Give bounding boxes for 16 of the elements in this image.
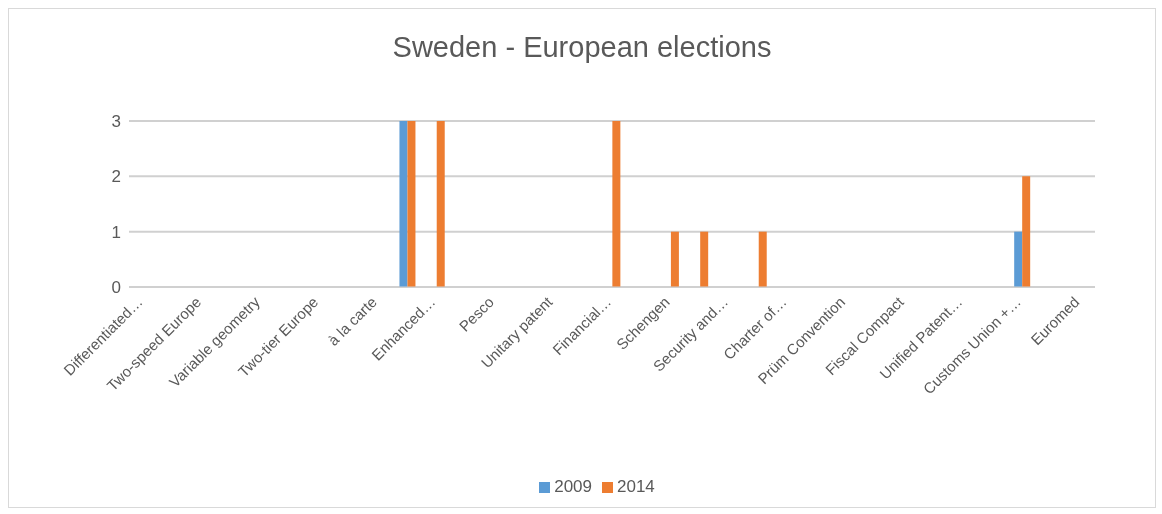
chart-title: Sweden - European elections <box>391 31 773 65</box>
bar <box>1014 231 1023 287</box>
bar <box>758 231 767 287</box>
y-tick-label: 2 <box>111 167 121 187</box>
legend-label: 2009 <box>554 477 592 496</box>
y-tick-label: 3 <box>111 112 121 132</box>
bar <box>399 121 408 287</box>
bar <box>670 231 679 287</box>
y-tick-label: 0 <box>111 278 121 298</box>
y-tick-label: 1 <box>111 222 121 242</box>
bar <box>700 231 709 287</box>
bar <box>407 121 416 287</box>
bar <box>612 121 621 287</box>
bar <box>436 121 445 287</box>
bar <box>1022 176 1031 287</box>
legend-label: 2014 <box>617 477 655 496</box>
